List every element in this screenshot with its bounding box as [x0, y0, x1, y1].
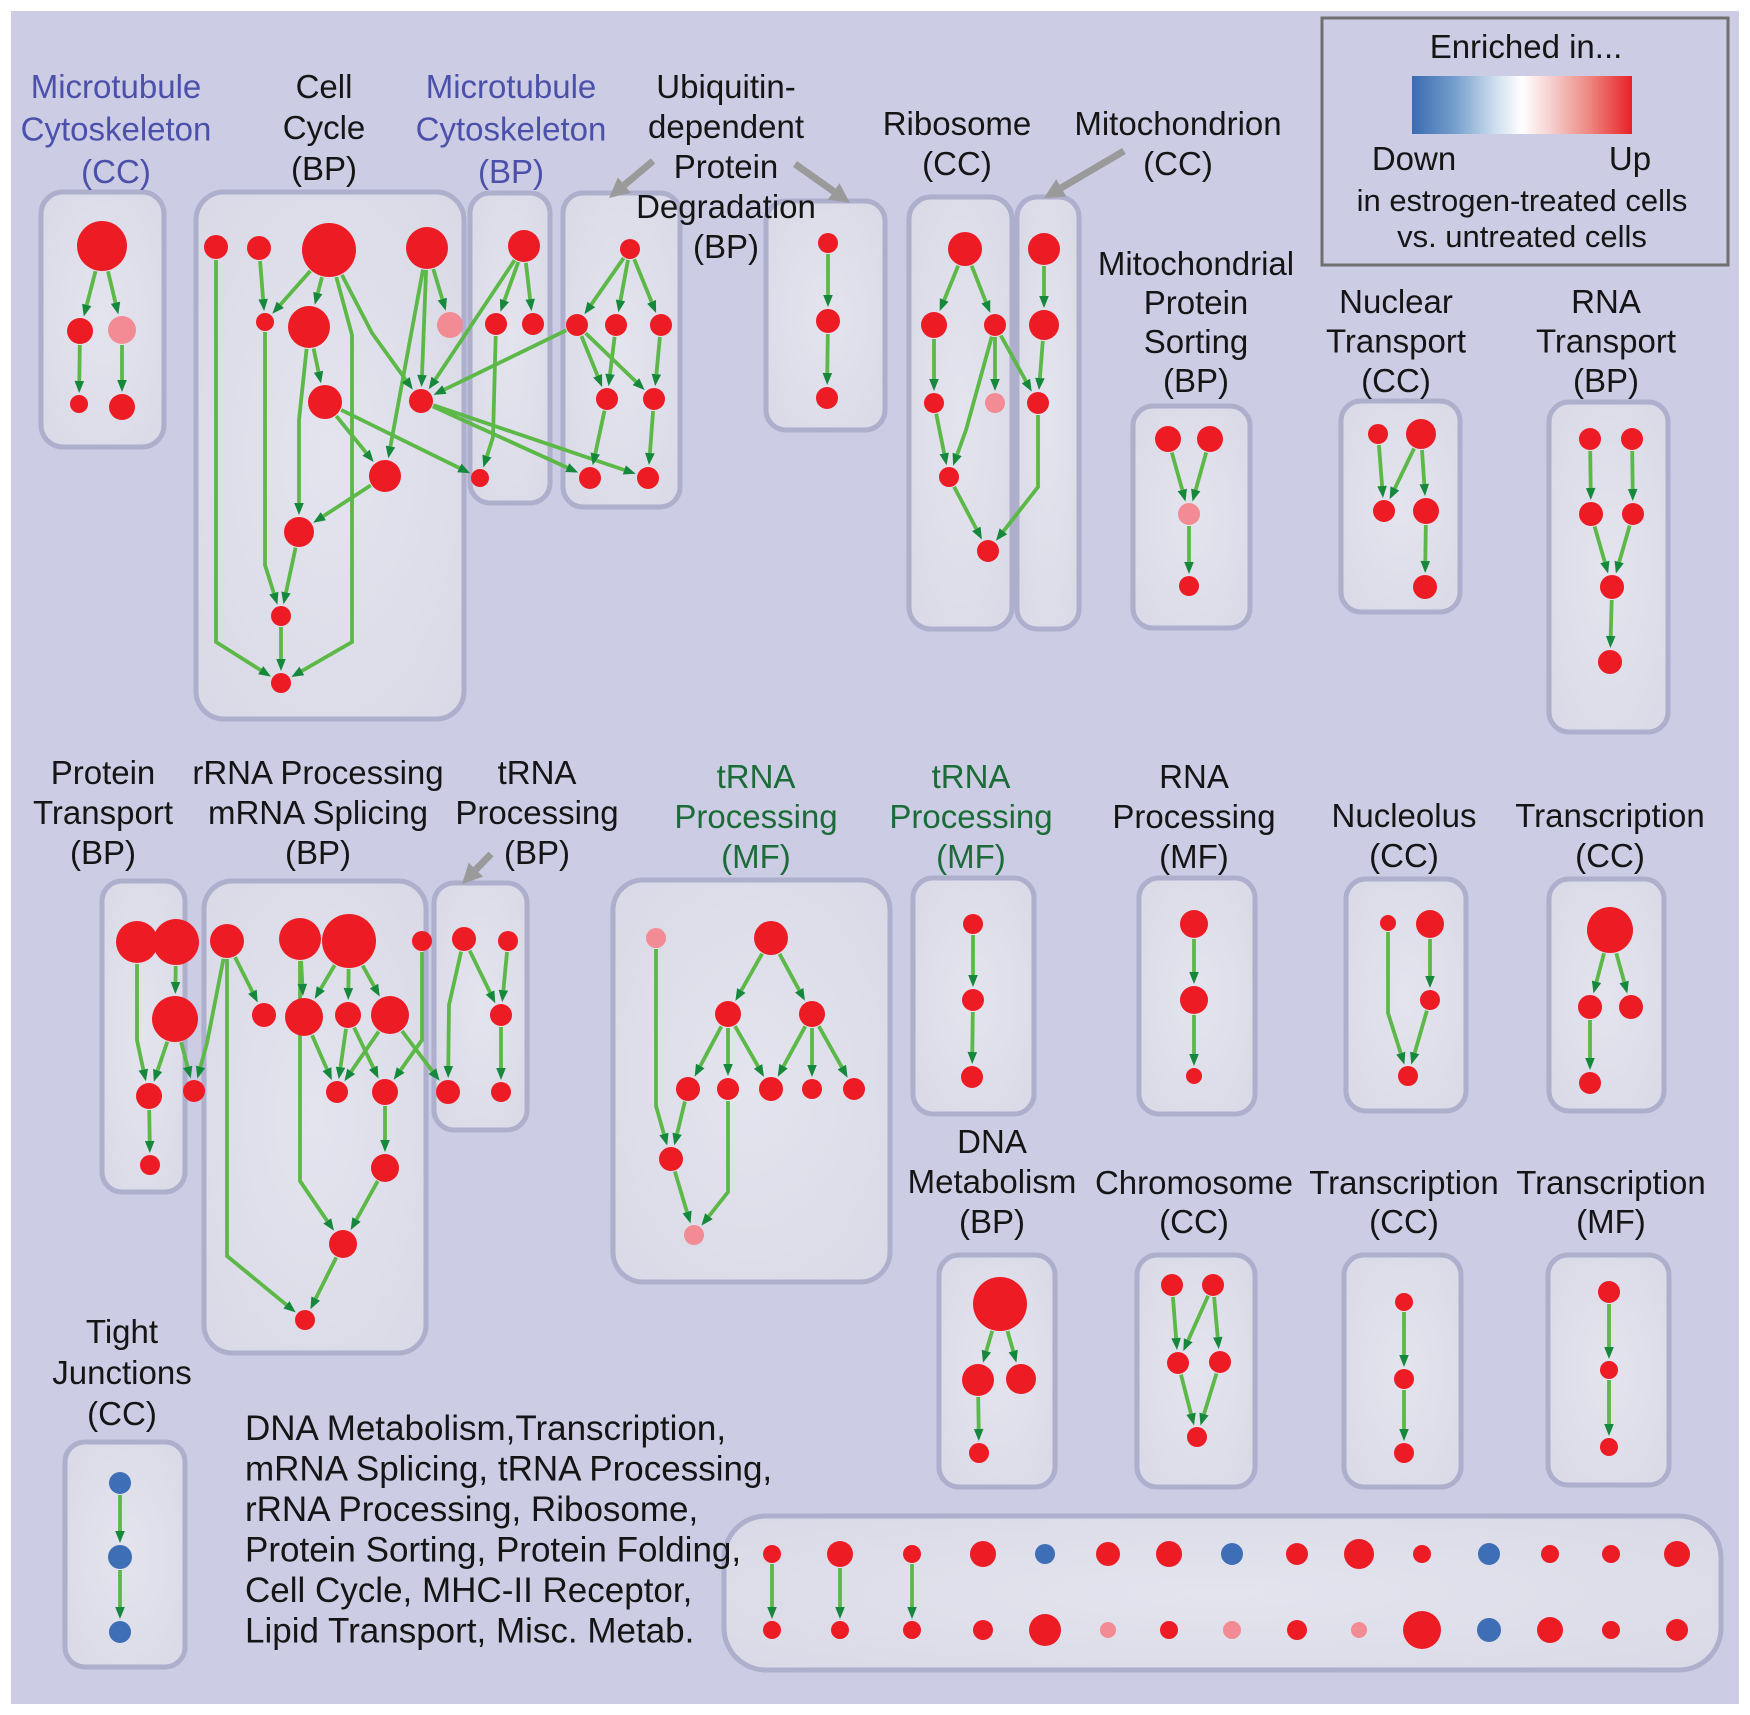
svg-text:(BP): (BP) [504, 834, 570, 871]
svg-text:dependent: dependent [648, 108, 804, 145]
svg-text:in estrogen-treated cells: in estrogen-treated cells [1357, 183, 1688, 218]
svg-text:(CC): (CC) [1159, 1203, 1229, 1240]
svg-text:vs. untreated cells: vs. untreated cells [1397, 219, 1647, 254]
svg-text:(BP): (BP) [693, 228, 759, 265]
svg-text:Cytoskeleton: Cytoskeleton [21, 111, 212, 148]
svg-text:(CC): (CC) [1143, 145, 1213, 182]
svg-text:tRNA: tRNA [932, 758, 1011, 795]
svg-text:(MF): (MF) [1576, 1203, 1646, 1240]
svg-text:Ribosome: Ribosome [883, 105, 1032, 142]
svg-text:Chromosome: Chromosome [1095, 1164, 1293, 1201]
svg-text:Transport: Transport [1536, 323, 1676, 360]
svg-text:rRNA Processing: rRNA Processing [192, 754, 443, 791]
svg-text:Nucleolus: Nucleolus [1332, 797, 1477, 834]
svg-text:(MF): (MF) [936, 838, 1006, 875]
svg-text:(CC): (CC) [81, 153, 151, 190]
svg-text:Processing: Processing [889, 798, 1052, 835]
svg-text:Transcription: Transcription [1515, 797, 1705, 834]
svg-text:mRNA Splicing: mRNA Splicing [208, 794, 428, 831]
svg-text:(BP): (BP) [291, 150, 357, 187]
svg-text:(BP): (BP) [478, 153, 544, 190]
svg-text:Transport: Transport [33, 794, 173, 831]
svg-text:Protein Sorting, Protein Foldi: Protein Sorting, Protein Folding, [245, 1531, 741, 1570]
svg-text:Processing: Processing [674, 798, 837, 835]
svg-text:RNA: RNA [1571, 283, 1641, 320]
svg-text:tRNA: tRNA [498, 754, 577, 791]
svg-text:(BP): (BP) [1163, 362, 1229, 399]
svg-text:Metabolism: Metabolism [908, 1163, 1077, 1200]
svg-text:Mitochondrion: Mitochondrion [1074, 105, 1281, 142]
svg-text:Cell: Cell [296, 68, 353, 105]
svg-text:Protein: Protein [1144, 284, 1249, 321]
svg-text:(CC): (CC) [1369, 1203, 1439, 1240]
svg-text:(CC): (CC) [87, 1395, 157, 1432]
svg-text:Enriched in...: Enriched in... [1430, 28, 1623, 65]
svg-text:Down: Down [1372, 140, 1456, 177]
svg-text:Processing: Processing [455, 794, 618, 831]
svg-text:Protein: Protein [674, 148, 779, 185]
svg-text:DNA Metabolism,Transcription,: DNA Metabolism,Transcription, [245, 1409, 726, 1448]
svg-text:(BP): (BP) [1573, 362, 1639, 399]
svg-text:(MF): (MF) [1159, 838, 1229, 875]
svg-text:Mitochondrial: Mitochondrial [1098, 245, 1294, 282]
svg-text:(BP): (BP) [70, 834, 136, 871]
svg-text:DNA: DNA [957, 1123, 1027, 1160]
svg-text:Microtubule: Microtubule [31, 68, 202, 105]
svg-text:Protein: Protein [51, 754, 156, 791]
svg-text:Nuclear: Nuclear [1339, 283, 1453, 320]
svg-text:Ubiquitin-: Ubiquitin- [656, 68, 795, 105]
svg-text:(CC): (CC) [1369, 837, 1439, 874]
svg-text:rRNA Processing, Ribosome,: rRNA Processing, Ribosome, [245, 1490, 698, 1529]
svg-text:Lipid Transport, Misc. Metab.: Lipid Transport, Misc. Metab. [245, 1612, 694, 1651]
svg-text:Processing: Processing [1112, 798, 1275, 835]
svg-text:RNA: RNA [1159, 758, 1229, 795]
svg-text:Cycle: Cycle [283, 109, 366, 146]
svg-text:tRNA: tRNA [717, 758, 796, 795]
svg-text:Transport: Transport [1326, 323, 1466, 360]
svg-text:(BP): (BP) [285, 834, 351, 871]
svg-text:(CC): (CC) [922, 145, 992, 182]
svg-text:(BP): (BP) [959, 1203, 1025, 1240]
svg-text:mRNA Splicing, tRNA Processing: mRNA Splicing, tRNA Processing, [245, 1450, 772, 1489]
svg-text:Degradation: Degradation [636, 188, 816, 225]
svg-text:(CC): (CC) [1575, 837, 1645, 874]
svg-text:Junctions: Junctions [52, 1354, 191, 1391]
svg-text:Sorting: Sorting [1144, 323, 1249, 360]
svg-text:Up: Up [1609, 140, 1651, 177]
svg-text:Transcription: Transcription [1309, 1164, 1499, 1201]
svg-text:Transcription: Transcription [1516, 1164, 1706, 1201]
svg-text:(CC): (CC) [1361, 362, 1431, 399]
svg-text:Cell Cycle, MHC-II Receptor,: Cell Cycle, MHC-II Receptor, [245, 1571, 692, 1610]
svg-text:Microtubule: Microtubule [426, 68, 597, 105]
svg-text:Tight: Tight [86, 1313, 158, 1350]
svg-text:(MF): (MF) [721, 838, 791, 875]
svg-text:Cytoskeleton: Cytoskeleton [416, 111, 607, 148]
